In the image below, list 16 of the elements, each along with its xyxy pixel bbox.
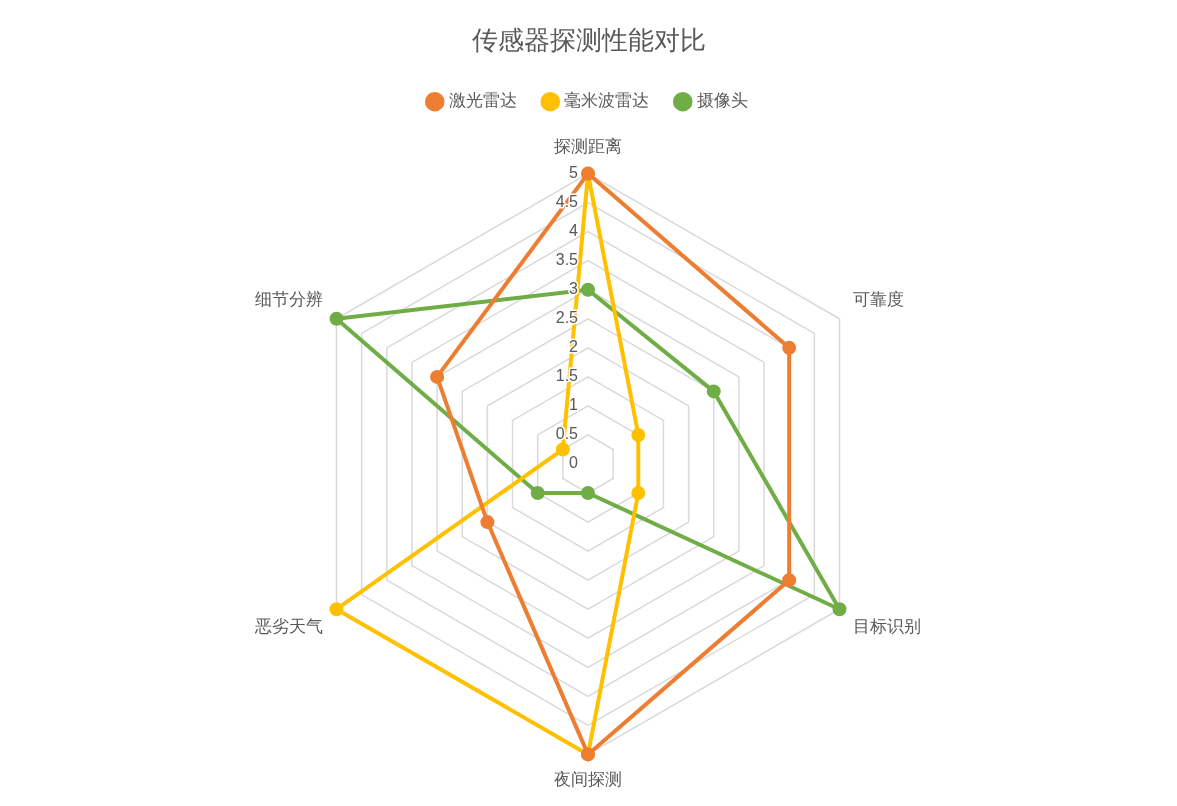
chart-title: 传感器探测性能对比 [471, 24, 706, 55]
y-tick-label: 3.5 [555, 251, 579, 269]
spoke-label: 恶劣天气 [253, 617, 323, 637]
y-tick-label: 3 [569, 280, 579, 298]
y-tick-label: 5 [569, 164, 579, 182]
legend-label: 激光雷达 [448, 91, 517, 111]
spoke-label: 探测距离 [554, 137, 622, 157]
y-tick-label: 4 [569, 222, 579, 240]
spoke-label: 可靠度 [853, 290, 905, 310]
legend-label: 摄像头 [696, 91, 748, 111]
y-tick-label: 0 [569, 454, 579, 472]
legend-label: 毫米波雷达 [564, 91, 650, 111]
spoke-label: 夜间探测 [554, 770, 622, 790]
y-tick-label: 1 [569, 396, 579, 414]
spoke-label: 细节分辨 [254, 290, 323, 310]
spoke-label: 目标识别 [853, 617, 922, 637]
